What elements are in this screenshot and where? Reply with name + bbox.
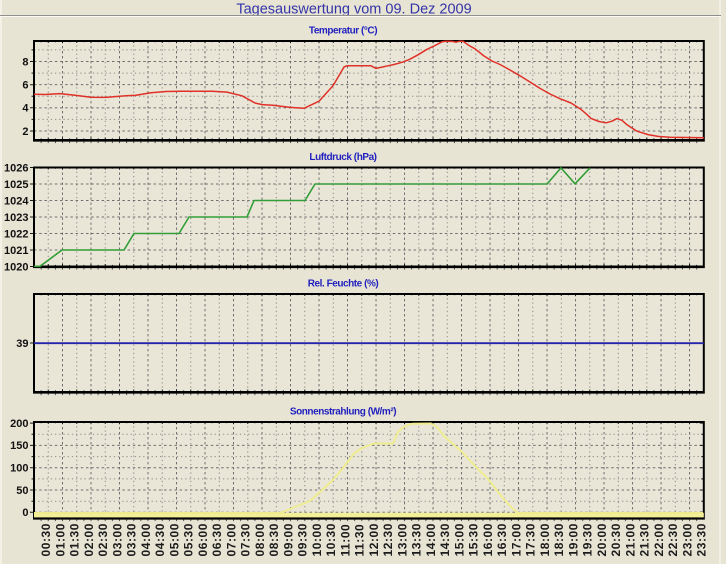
- svg-text:10:00: 10:00: [310, 523, 324, 556]
- svg-text:39: 39: [16, 338, 28, 350]
- svg-text:07:00: 07:00: [224, 523, 238, 556]
- svg-text:Rel. Feuchte (%): Rel. Feuchte (%): [308, 278, 379, 289]
- svg-text:11:30: 11:30: [353, 524, 367, 557]
- svg-text:1022: 1022: [4, 228, 28, 240]
- svg-text:22:00: 22:00: [652, 523, 666, 556]
- svg-text:08:00: 08:00: [253, 523, 267, 556]
- svg-text:1026: 1026: [4, 162, 28, 174]
- svg-text:01:30: 01:30: [68, 523, 82, 556]
- svg-text:Luftdruck (hPa): Luftdruck (hPa): [309, 152, 376, 163]
- svg-text:06:30: 06:30: [210, 523, 224, 556]
- svg-text:0: 0: [22, 507, 28, 519]
- svg-text:21:30: 21:30: [638, 523, 652, 556]
- svg-text:23:00: 23:00: [680, 523, 694, 556]
- svg-text:20:00: 20:00: [595, 523, 609, 556]
- svg-text:23:30: 23:30: [695, 523, 709, 556]
- svg-text:08:30: 08:30: [267, 523, 281, 556]
- svg-text:19:30: 19:30: [581, 523, 595, 556]
- svg-text:02:30: 02:30: [96, 523, 110, 556]
- svg-text:06:00: 06:00: [196, 523, 210, 556]
- svg-text:14:00: 14:00: [424, 523, 438, 556]
- svg-text:05:30: 05:30: [182, 523, 196, 556]
- svg-text:03:00: 03:00: [110, 523, 124, 556]
- svg-text:6: 6: [22, 80, 28, 92]
- svg-text:13:00: 13:00: [395, 523, 409, 556]
- svg-text:11:00: 11:00: [338, 524, 352, 557]
- svg-text:150: 150: [10, 440, 28, 452]
- svg-text:09:30: 09:30: [296, 523, 310, 556]
- svg-text:05:00: 05:00: [167, 523, 181, 556]
- svg-text:18:00: 18:00: [538, 523, 552, 556]
- svg-text:22:30: 22:30: [666, 523, 680, 556]
- svg-text:17:00: 17:00: [509, 523, 523, 556]
- svg-text:100: 100: [10, 463, 28, 475]
- svg-text:04:30: 04:30: [153, 523, 167, 556]
- svg-text:17:30: 17:30: [524, 523, 538, 556]
- svg-text:Sonnenstrahlung (W/m²): Sonnenstrahlung (W/m²): [290, 406, 396, 417]
- svg-text:04:00: 04:00: [139, 523, 153, 556]
- svg-text:02:00: 02:00: [82, 523, 96, 556]
- svg-text:Tagesauswertung vom 09. Dez 20: Tagesauswertung vom 09. Dez 2009: [236, 2, 471, 18]
- svg-text:1020: 1020: [4, 261, 28, 273]
- svg-text:18:30: 18:30: [552, 523, 566, 556]
- svg-text:13:30: 13:30: [410, 523, 424, 556]
- svg-text:1023: 1023: [4, 212, 28, 224]
- svg-text:1024: 1024: [4, 195, 29, 207]
- svg-text:1025: 1025: [4, 179, 28, 191]
- svg-text:12:00: 12:00: [367, 523, 381, 556]
- svg-text:03:30: 03:30: [125, 523, 139, 556]
- svg-text:10:30: 10:30: [324, 523, 338, 556]
- svg-text:Temperatur (°C): Temperatur (°C): [309, 25, 377, 36]
- svg-text:20:30: 20:30: [609, 523, 623, 556]
- svg-text:01:00: 01:00: [53, 523, 67, 556]
- svg-text:200: 200: [10, 418, 28, 430]
- svg-text:21:00: 21:00: [623, 523, 637, 556]
- svg-text:8: 8: [22, 56, 28, 68]
- svg-text:00:30: 00:30: [39, 523, 53, 556]
- svg-text:2: 2: [22, 126, 28, 138]
- svg-text:07:30: 07:30: [239, 523, 253, 556]
- svg-text:50: 50: [16, 485, 28, 497]
- svg-text:09:00: 09:00: [281, 523, 295, 556]
- svg-text:15:00: 15:00: [452, 523, 466, 556]
- svg-text:19:00: 19:00: [566, 523, 580, 556]
- svg-text:15:30: 15:30: [467, 523, 481, 556]
- svg-text:16:30: 16:30: [495, 523, 509, 556]
- svg-text:14:30: 14:30: [438, 523, 452, 556]
- svg-text:12:30: 12:30: [381, 523, 395, 556]
- svg-text:1021: 1021: [4, 245, 28, 257]
- svg-text:16:00: 16:00: [481, 523, 495, 556]
- svg-text:4: 4: [22, 103, 29, 115]
